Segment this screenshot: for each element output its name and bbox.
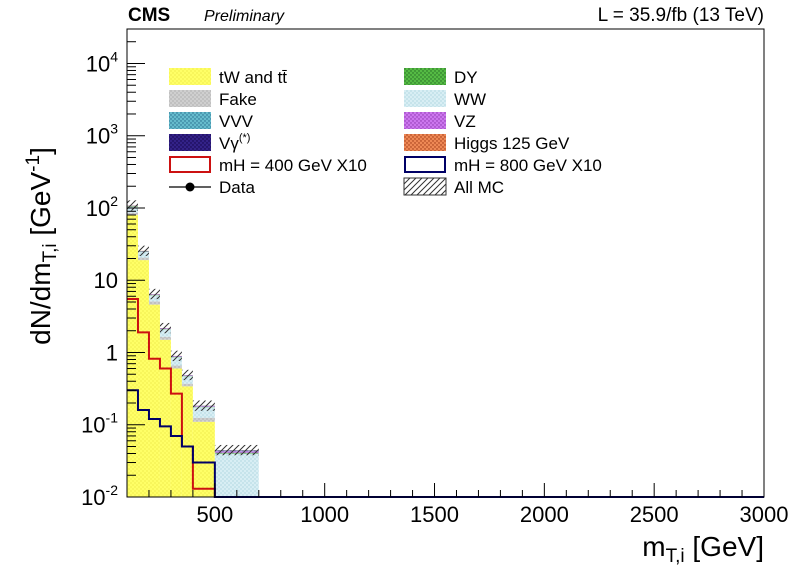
- legend-swatch-top: [169, 68, 211, 85]
- bar-ww: [170, 357, 182, 366]
- legend-swatch-ww: [404, 90, 446, 107]
- legend-swatch-higgs: [404, 134, 446, 151]
- legend-label: Vγ(*): [219, 132, 250, 153]
- y-tick-label: 10-2: [81, 482, 118, 510]
- y-tick-label: 1: [106, 340, 118, 365]
- x-tick-label: 2000: [520, 502, 569, 527]
- legend-label: All MC: [454, 178, 504, 197]
- y-tick-label: 102: [86, 193, 118, 221]
- x-axis: 500 1000 1500 2000 2500 3000: [148, 483, 789, 527]
- legend-label: Higgs 125 GeV: [454, 134, 570, 153]
- mc-total-band: [127, 200, 138, 211]
- legend-entry: mH = 400 GeV X10: [169, 156, 367, 175]
- legend-label: mH = 400 GeV X10: [219, 156, 367, 175]
- bar-fake: [181, 383, 193, 387]
- legend-swatch-dy: [404, 68, 446, 85]
- legend-entry: Vγ(*): [169, 132, 250, 153]
- stack-fake: [127, 212, 215, 422]
- bar-top: [148, 304, 160, 497]
- x-tick-label: 2500: [630, 502, 679, 527]
- x-axis-title: mT,i [GeV]: [642, 531, 764, 567]
- bar-top: [170, 368, 182, 497]
- bar-ww: [192, 407, 215, 418]
- legend-label: tW and tt̄: [219, 68, 287, 87]
- plot-frame: [126, 28, 765, 498]
- legend-swatch-mh800: [404, 156, 446, 173]
- bar-top: [137, 260, 149, 497]
- legend-entry: Fake: [169, 90, 257, 109]
- y-axis: 10-2 10-1 1 10 102 103 104: [81, 28, 145, 510]
- legend-entry: Higgs 125 GeV: [404, 134, 570, 153]
- mc-total-band: [181, 369, 193, 381]
- cms-label: CMS: [128, 5, 170, 26]
- mc-uncertainty: [127, 200, 259, 456]
- legend-entry: WW: [404, 90, 486, 109]
- legend-swatch-mc: [403, 177, 447, 196]
- legend-swatch-vvv: [169, 112, 211, 129]
- legend-entry: VZ: [404, 112, 476, 131]
- line-mh800: [127, 389, 764, 498]
- preliminary-label: Preliminary: [204, 8, 285, 25]
- y-tick-label: 104: [86, 48, 118, 76]
- bar-fake: [159, 336, 171, 340]
- legend-label: Fake: [219, 90, 257, 109]
- mc-total-band: [137, 245, 149, 256]
- legend-label: mH = 800 GeV X10: [454, 156, 602, 175]
- y-axis-title: dN/dmT,i [GeV-1]: [23, 147, 61, 345]
- bar-fake: [148, 301, 160, 305]
- legend-marker-data: [185, 182, 195, 192]
- bar-fake: [170, 365, 182, 369]
- legend-swatch-vgamma: [169, 134, 211, 151]
- legend-entry: tW and tt̄: [169, 68, 287, 87]
- mc-total-band: [159, 322, 171, 334]
- y-tick-label: 10: [94, 268, 118, 293]
- bar-ww: [214, 453, 259, 497]
- legend-label: VVV: [219, 112, 254, 131]
- legend-label: DY: [454, 68, 478, 87]
- legend-label: VZ: [454, 112, 476, 131]
- legend-swatch-fake: [169, 90, 211, 107]
- legend-entry: Data: [169, 178, 255, 197]
- legend-label: Data: [219, 178, 255, 197]
- bar-top: [159, 339, 171, 497]
- mc-total-band: [192, 400, 215, 411]
- mc-total-band: [148, 288, 160, 300]
- mc-total-band: [214, 444, 259, 456]
- legend-entry: All MC: [403, 177, 504, 197]
- x-tick-label: 1000: [300, 502, 349, 527]
- legend-entry: DY: [404, 68, 478, 87]
- legend-label: WW: [454, 90, 486, 109]
- legend-entry: VVV: [169, 112, 254, 131]
- bar-top: [181, 386, 193, 497]
- legend-swatch-mh400: [169, 156, 211, 173]
- bar-top: [192, 421, 215, 497]
- legend-swatch-vz: [404, 112, 446, 129]
- legend-entry: mH = 800 GeV X10: [404, 156, 602, 175]
- x-tick-label: 3000: [740, 502, 789, 527]
- bar-fake: [137, 257, 149, 261]
- y-tick-label: 10-1: [81, 410, 118, 438]
- bar-fake: [192, 417, 215, 422]
- x-tick-label: 1500: [410, 502, 459, 527]
- x-tick-label: 500: [197, 502, 234, 527]
- bar-fake: [127, 212, 138, 215]
- lumi-label: L = 35.9/fb (13 TeV): [598, 5, 764, 26]
- y-tick-label: 103: [86, 121, 118, 149]
- mc-total-band: [170, 350, 182, 362]
